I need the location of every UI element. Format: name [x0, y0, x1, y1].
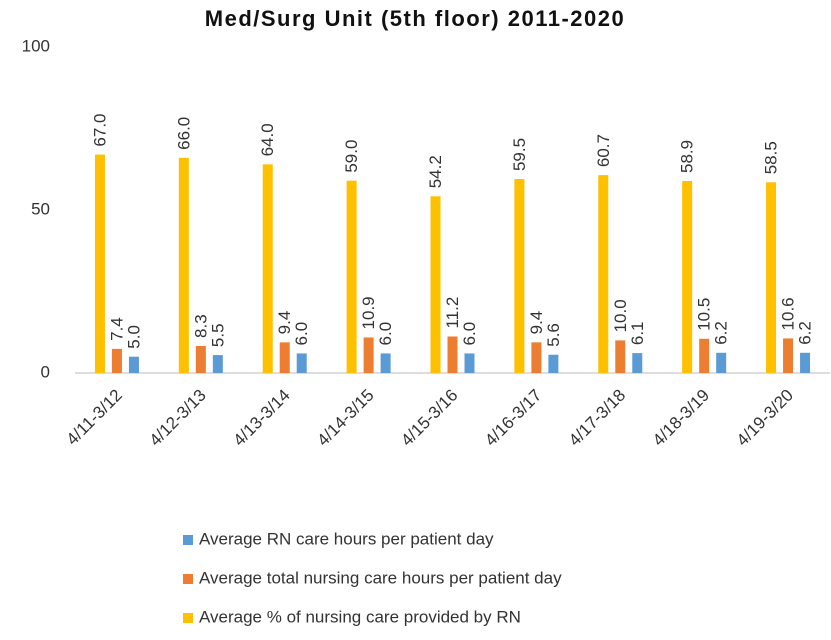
bar — [346, 180, 357, 373]
bar — [766, 182, 777, 373]
data-label: 5.0 — [124, 325, 143, 349]
data-label: 6.2 — [796, 321, 815, 345]
x-tick-label: 4/18-3/19 — [649, 386, 713, 450]
bar — [800, 352, 811, 373]
data-label: 66.0 — [174, 117, 193, 150]
chart-title: Med/Surg Unit (5th floor) 2011-2020 — [205, 6, 625, 31]
data-label: 5.5 — [208, 323, 227, 347]
y-tick-label: 0 — [41, 362, 50, 381]
bar — [111, 348, 122, 373]
x-tick-label: 4/13-3/14 — [229, 386, 293, 450]
legend-label: Average total nursing care hours per pat… — [199, 568, 562, 587]
bar — [632, 353, 643, 373]
bar — [296, 353, 307, 373]
y-tick-label: 50 — [31, 199, 50, 218]
x-tick-label: 4/16-3/17 — [481, 386, 545, 450]
bar — [94, 154, 105, 373]
legend-swatch — [183, 613, 193, 623]
y-tick-label: 100 — [22, 36, 50, 55]
data-label: 10.9 — [359, 296, 378, 329]
x-tick-label: 4/11-3/12 — [63, 386, 126, 449]
bar — [464, 353, 475, 373]
data-label: 67.0 — [90, 113, 109, 146]
data-label: 10.0 — [611, 299, 630, 332]
x-tick-label: 4/19-3/20 — [733, 386, 797, 450]
data-label: 9.4 — [527, 311, 546, 335]
bar — [615, 340, 626, 373]
bar — [682, 180, 693, 373]
data-label: 59.5 — [510, 138, 529, 171]
bar — [699, 338, 710, 373]
bar — [548, 354, 559, 373]
legend-label: Average RN care hours per patient day — [199, 529, 494, 548]
data-label: 6.0 — [376, 322, 395, 346]
bar — [128, 356, 139, 373]
data-label: 11.2 — [443, 297, 462, 329]
data-label: 60.7 — [594, 134, 613, 167]
bar — [783, 338, 794, 373]
data-label: 9.4 — [275, 311, 294, 335]
bar — [212, 355, 223, 373]
x-tick-label: 4/12-3/13 — [146, 386, 210, 450]
bar — [430, 196, 441, 373]
legend-swatch — [183, 574, 193, 584]
bar — [363, 337, 374, 373]
bar — [262, 164, 273, 373]
bar — [514, 179, 525, 373]
data-label: 6.0 — [460, 322, 479, 346]
data-label: 6.2 — [712, 321, 731, 345]
bar — [279, 342, 290, 373]
data-label: 64.0 — [258, 123, 277, 156]
data-label: 8.3 — [191, 314, 210, 338]
bar — [531, 342, 542, 373]
legend-label: Average % of nursing care provided by RN — [199, 607, 521, 626]
bar — [195, 345, 206, 373]
data-label: 58.5 — [762, 141, 781, 174]
bar — [447, 336, 458, 373]
bar — [716, 352, 727, 373]
x-tick-label: 4/17-3/18 — [565, 386, 629, 450]
x-tick-label: 4/15-3/16 — [397, 386, 461, 450]
x-tick-label: 4/14-3/15 — [313, 386, 377, 450]
data-label: 7.4 — [107, 317, 126, 341]
data-label: 6.1 — [628, 321, 647, 345]
bar — [380, 353, 391, 373]
data-label: 10.5 — [695, 298, 714, 331]
bar — [178, 157, 189, 373]
data-label: 10.6 — [779, 297, 798, 330]
data-label: 6.0 — [292, 322, 311, 346]
data-label: 59.0 — [342, 140, 361, 173]
bar — [598, 175, 609, 373]
legend-swatch — [183, 535, 193, 545]
data-label: 58.9 — [678, 140, 697, 173]
data-label: 5.6 — [544, 323, 563, 347]
data-label: 54.2 — [426, 155, 445, 188]
